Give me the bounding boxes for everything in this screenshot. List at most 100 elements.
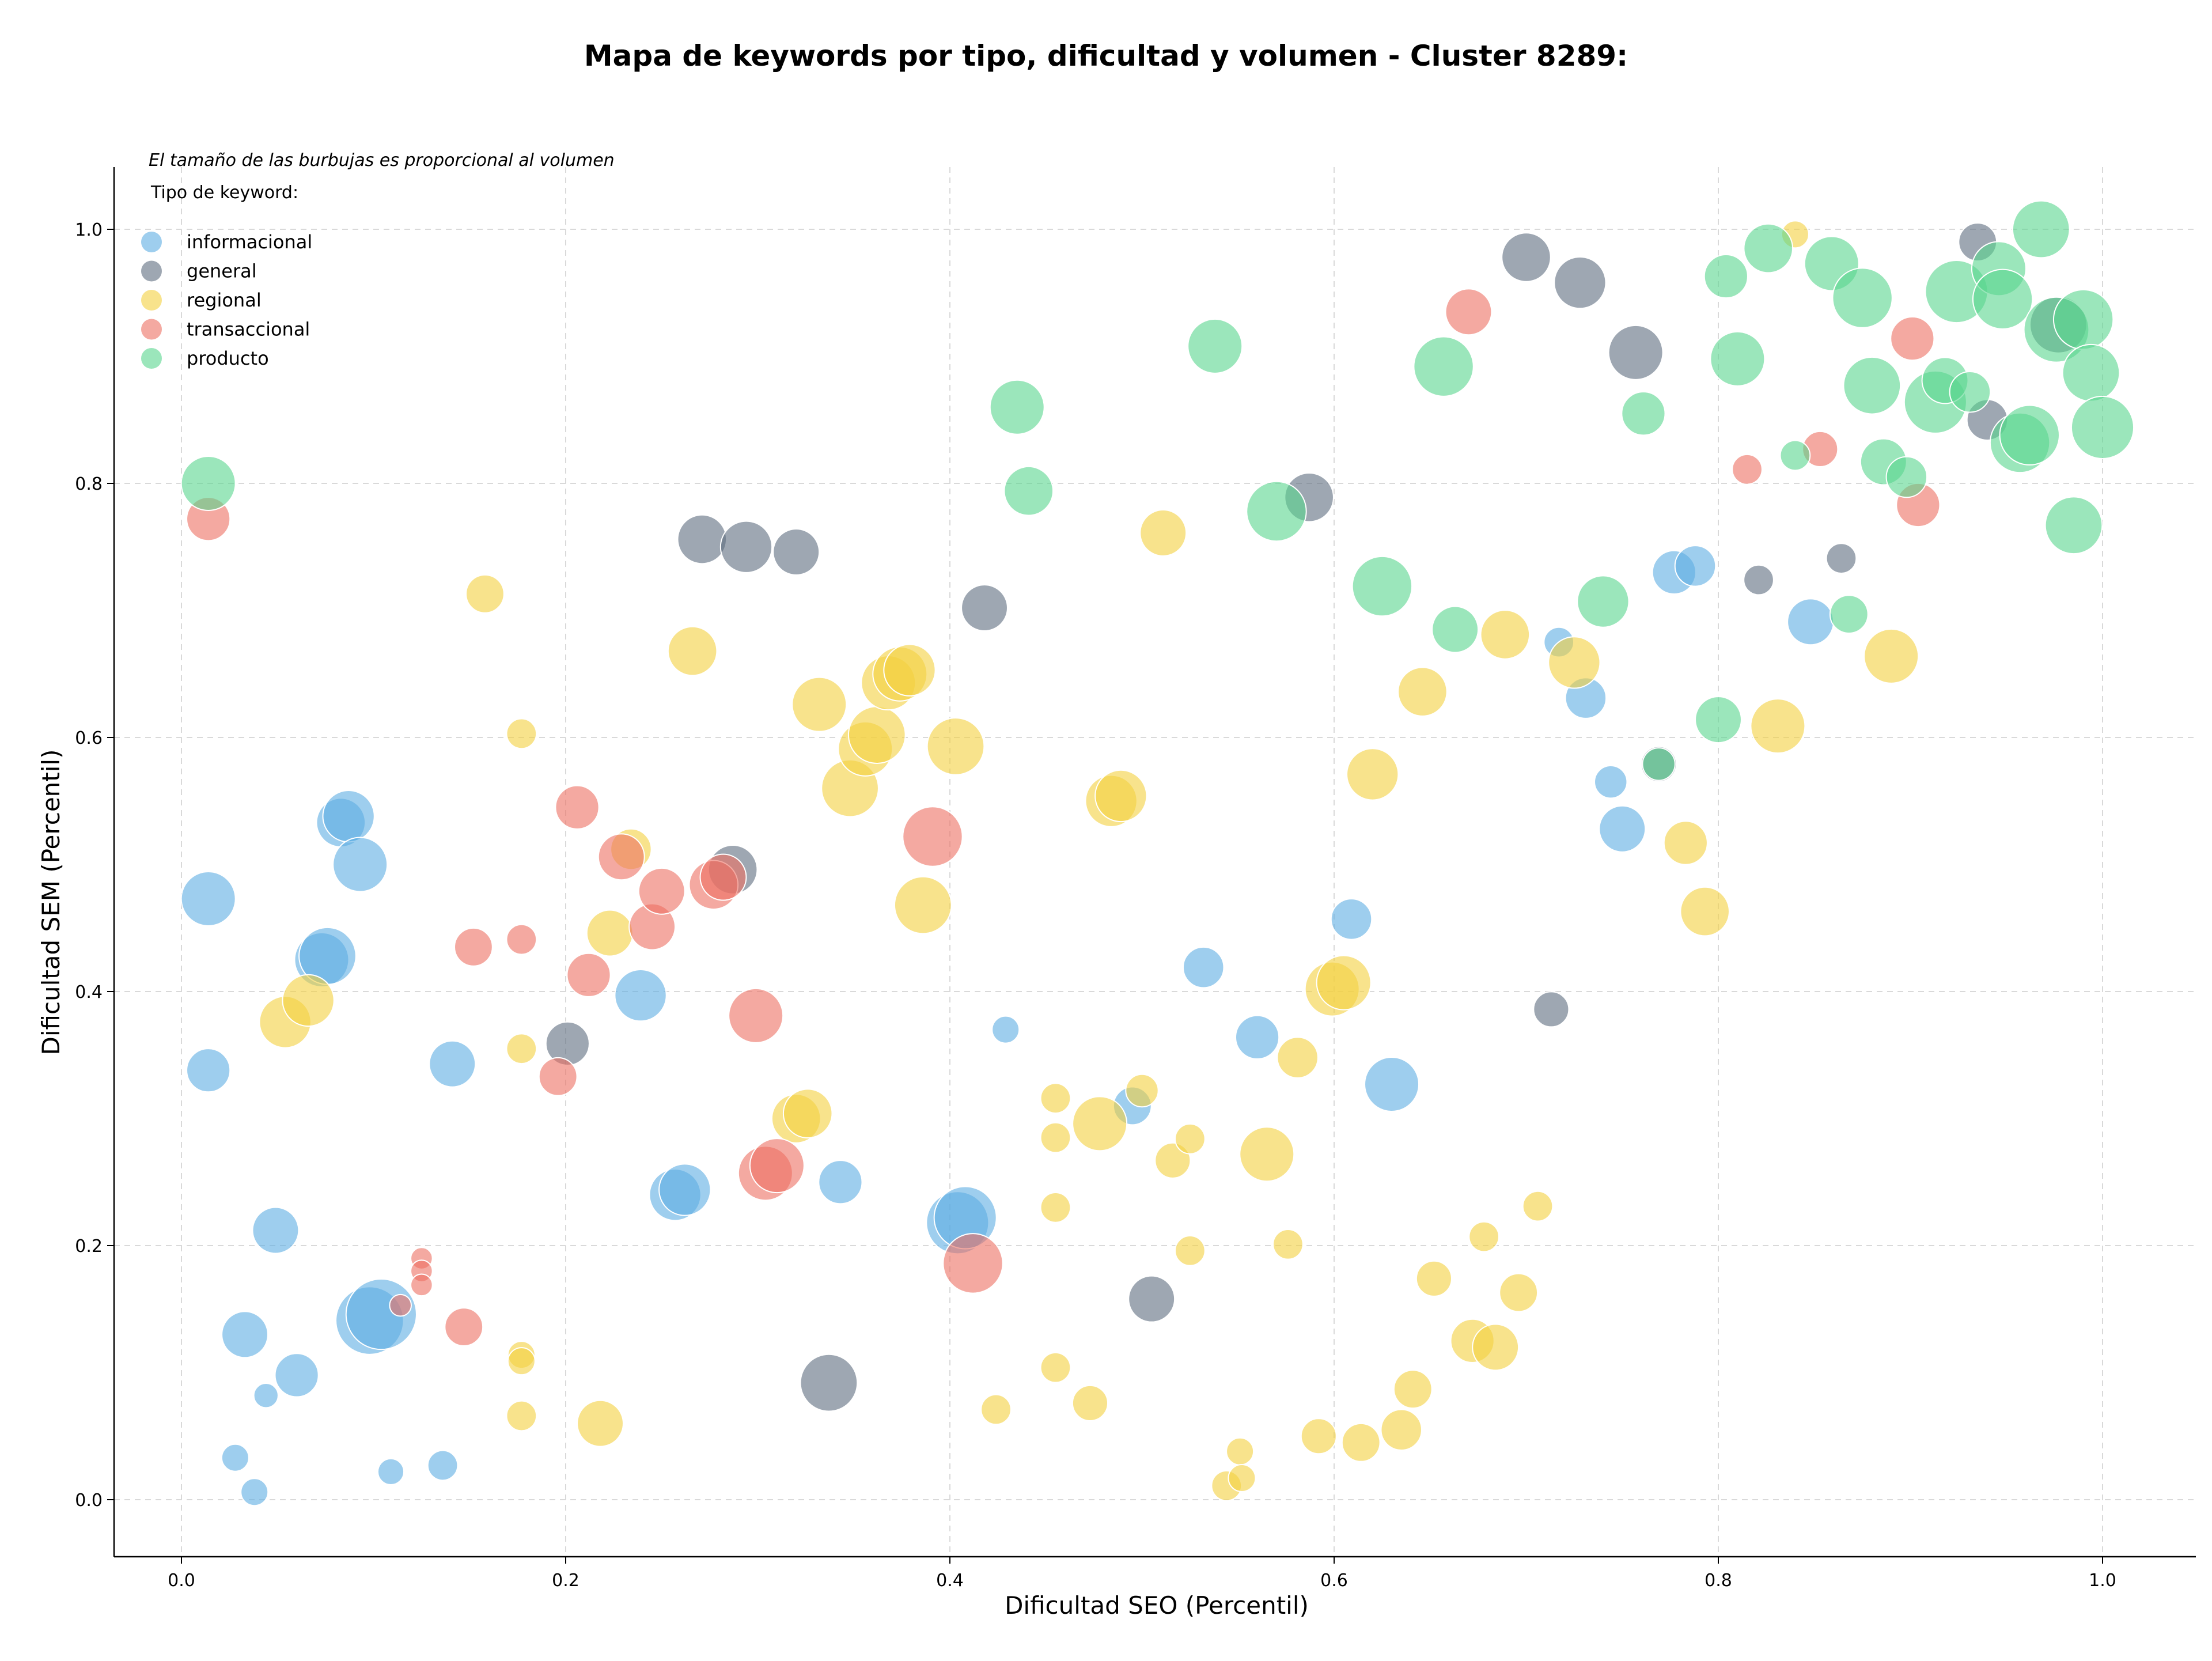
y-tick-label: 0.4: [75, 982, 103, 1002]
bubble-regional: [1397, 667, 1448, 717]
legend-marker-regional: [141, 290, 162, 311]
bubble-informacional: [614, 968, 667, 1022]
bubble-informacional: [221, 1311, 269, 1359]
bubble-informacional: [427, 1450, 459, 1481]
y-tick-label: 0.8: [75, 474, 103, 494]
bubble-regional: [1680, 886, 1730, 937]
bubble-producto: [2044, 496, 2103, 555]
bubble-general: [800, 1353, 858, 1412]
bubble-producto: [1703, 253, 1748, 299]
bubble-general: [772, 528, 820, 576]
bubble-regional: [1863, 628, 1919, 684]
bubble-regional: [1040, 1352, 1071, 1383]
bubble-transaccional: [1890, 316, 1935, 361]
bubble-producto: [2070, 395, 2135, 460]
bubble-regional: [506, 718, 537, 750]
bubble-general: [1825, 543, 1857, 574]
bubble-transaccional: [749, 1138, 805, 1194]
legend-marker-transaccional: [141, 319, 162, 340]
bubble-producto: [1710, 331, 1766, 387]
bubble-regional: [1228, 1464, 1256, 1493]
legend-label-regional: regional: [187, 289, 262, 311]
bubble-regional: [506, 1033, 537, 1065]
bubble-regional: [1040, 1192, 1071, 1223]
bubble-transaccional: [506, 924, 537, 955]
bubble-transaccional: [389, 1293, 412, 1317]
bubble-transaccional: [699, 853, 747, 901]
bubble-informacional: [991, 1015, 1020, 1044]
x-tick-label: 0.0: [168, 1571, 195, 1591]
bubble-regional: [577, 1399, 624, 1447]
grid-lines: [114, 167, 2196, 1557]
y-tick-label: 0.2: [75, 1236, 103, 1257]
bubble-regional: [883, 644, 936, 697]
bubble-transaccional: [597, 833, 645, 881]
bubble-producto: [2062, 343, 2120, 402]
bubble-informacional: [180, 871, 236, 927]
bubble-general: [1608, 324, 1664, 380]
bubble-regional: [1071, 1384, 1109, 1421]
bubble-general: [677, 514, 728, 565]
axes: [113, 167, 2196, 1558]
bubble-informacional: [1235, 1015, 1280, 1060]
bubble-producto: [1187, 318, 1243, 374]
bubble-regional: [282, 974, 335, 1027]
bubble-transaccional: [538, 1057, 578, 1096]
bubble-producto: [1972, 268, 2033, 330]
bubble-general: [719, 520, 773, 573]
bubble-transaccional: [410, 1273, 433, 1297]
bubble-producto: [1642, 747, 1676, 781]
x-tick-label: 0.6: [1320, 1571, 1348, 1591]
chart-title: Mapa de keywords por tipo, dificultad y …: [584, 39, 1628, 73]
legend-label-producto: producto: [187, 347, 269, 369]
bubble-informacional: [186, 1048, 231, 1093]
bubble-informacional: [1330, 898, 1373, 940]
bubble-general: [1501, 232, 1551, 282]
bubble-transaccional: [902, 806, 963, 867]
bubble-regional: [1072, 1096, 1128, 1152]
bubble-regional: [1175, 1235, 1206, 1266]
bubble-regional: [1750, 698, 1806, 754]
bubble-producto: [2012, 200, 2070, 259]
bubble-general: [961, 584, 1008, 632]
bubble-regional: [1522, 1190, 1554, 1222]
bubble-regional: [847, 706, 906, 764]
bubble-producto: [1743, 223, 1794, 274]
legend-marker-general: [141, 260, 162, 282]
bubble-regional: [1175, 1123, 1206, 1155]
y-tick-label: 0.0: [75, 1490, 103, 1511]
legend-label-informacional: informacional: [187, 231, 312, 253]
x-tick-label: 1.0: [2089, 1571, 2116, 1591]
bubble-regional: [1480, 610, 1531, 660]
bubble-regional: [1415, 1260, 1452, 1297]
bubble-regional: [1548, 636, 1601, 689]
bubble-informacional: [1599, 805, 1646, 853]
bubble-producto: [1695, 696, 1742, 744]
bubble-regional: [1472, 1323, 1520, 1371]
bubble-informacional: [1182, 946, 1225, 989]
bubble-regional: [1226, 1437, 1255, 1466]
bubble-transaccional: [566, 952, 611, 997]
bubble-regional: [667, 626, 718, 676]
bubble-regional: [1094, 769, 1147, 823]
bubble-transaccional: [454, 927, 493, 967]
bubble-transaccional: [728, 987, 784, 1043]
bubble-regional: [1663, 820, 1708, 865]
bubble-regional: [1277, 1036, 1319, 1079]
bubble-regional: [1499, 1273, 1539, 1312]
bubble-regional: [1272, 1228, 1304, 1260]
bubble-transaccional: [1732, 453, 1763, 485]
bubble-producto: [1413, 336, 1474, 397]
bubble-producto: [1431, 606, 1479, 653]
y-axis-title: Dificultad SEM (Percentil): [37, 750, 65, 1055]
bubble-general: [1128, 1275, 1176, 1323]
bubble-transaccional: [444, 1307, 484, 1347]
bubble-producto: [1829, 595, 1869, 634]
bubble-regional: [782, 1088, 833, 1138]
bubble-producto: [1577, 575, 1630, 628]
bubble-informacional: [240, 1478, 269, 1507]
bubble-producto: [180, 456, 236, 511]
bubble-informacional: [377, 1458, 405, 1486]
bubble-general: [1743, 564, 1774, 596]
